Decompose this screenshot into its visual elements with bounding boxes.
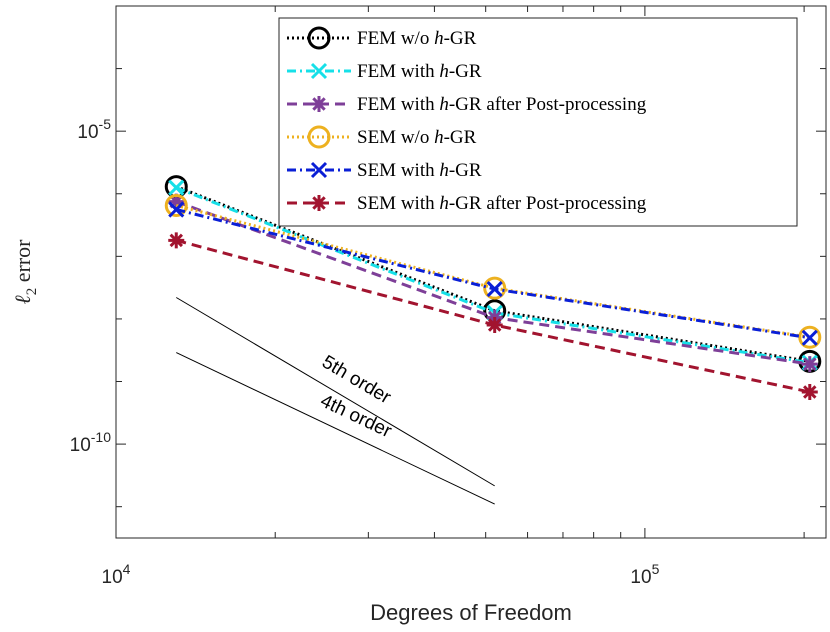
legend: FEM w/o h-GR FEM with h-GR FEM with h-GR a… [278,17,798,227]
legend-marker [307,26,331,50]
legend-item: SEM w/o h-GR [287,125,477,149]
x-tick-label: 105 [630,561,659,588]
data-point [801,329,818,346]
legend-item: SEM with h-GR [287,160,482,181]
legend-marker [310,161,328,179]
data-point [801,383,818,400]
data-point [168,232,185,249]
legend-label: SEM w/o h-GR [357,127,477,148]
legend-item: FEM w/o h-GR [287,26,477,50]
series-6 [168,232,818,400]
x-axis-label: Degrees of Freedom [370,600,572,625]
legend-label: SEM with h-GR [357,160,482,181]
data-point [164,193,188,217]
legend-marker [310,62,328,80]
data-point [486,316,503,333]
legend-label: FEM with h-GR [357,61,482,82]
y-tick-label: 10-10 [70,429,112,456]
x-tick-label: 104 [102,561,131,588]
data-point [486,281,503,298]
series-5 [168,201,818,346]
data-point [168,179,185,196]
legend-marker [311,195,327,211]
y-axis-label: ℓ2 error [10,239,40,305]
data-point [801,356,818,373]
legend-label: FEM w/o h-GR [357,28,477,49]
order-reference-line [176,297,495,487]
legend-label: FEM with h-GR after Post-processing [357,94,647,115]
legend-label: SEM with h-GR after Post-processing [357,193,647,214]
legend-marker [307,125,331,149]
data-point [483,276,507,300]
legend-item: FEM with h-GR [287,61,482,82]
legend-item: SEM with h-GR after Post-processing [287,193,647,214]
order-reference-line [176,352,495,505]
data-point [168,193,185,210]
data-point [168,201,185,218]
legend-marker [311,96,327,112]
legend-box [278,17,798,227]
data-point [798,325,822,349]
legend-item: FEM with h-GR after Post-processing [287,94,647,115]
y-tick-label: 10-5 [77,116,111,143]
